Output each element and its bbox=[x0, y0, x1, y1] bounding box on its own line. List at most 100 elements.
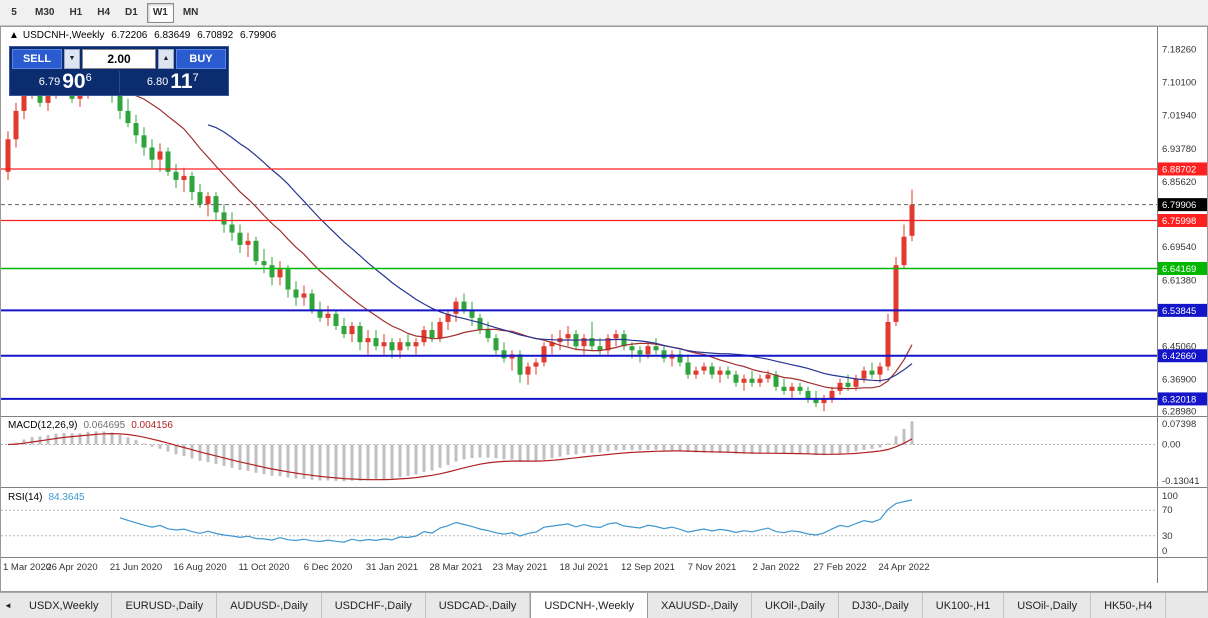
support-resistance-lines[interactable]: 6.88702 6.75998 6.64169 6.53845 6.42660 6.320… bbox=[1, 162, 1207, 406]
svg-text:6.42660: 6.42660 bbox=[1162, 351, 1196, 362]
chart-ohlc-header: ▲ USDCNH-,Weekly 6.72206 6.83649 6.70892 … bbox=[9, 30, 280, 41]
svg-text:21 Jun 2020: 21 Jun 2020 bbox=[110, 562, 162, 573]
svg-text:12 Sep 2021: 12 Sep 2021 bbox=[621, 562, 675, 573]
svg-text:7.18260: 7.18260 bbox=[1162, 45, 1196, 56]
sell-price-display[interactable]: 6.79 90 6 bbox=[12, 71, 120, 93]
svg-text:6.85620: 6.85620 bbox=[1162, 177, 1196, 188]
volume-input[interactable] bbox=[82, 49, 156, 69]
svg-text:30: 30 bbox=[1162, 531, 1173, 542]
svg-text:70: 70 bbox=[1162, 505, 1173, 516]
svg-text:0.00: 0.00 bbox=[1162, 439, 1181, 450]
svg-text:0: 0 bbox=[1162, 546, 1167, 557]
macd-name: MACD(12,26,9) bbox=[8, 420, 78, 431]
svg-text:100: 100 bbox=[1162, 491, 1178, 502]
svg-text:6.32018: 6.32018 bbox=[1162, 394, 1196, 405]
sell-price-prefix: 6.79 bbox=[38, 76, 61, 88]
chart-symbol-label: USDCNH-,Weekly bbox=[22, 30, 105, 41]
high-value: 6.83649 bbox=[154, 30, 191, 41]
svg-text:31 Jan 2021: 31 Jan 2021 bbox=[366, 562, 418, 573]
macd-indicator-label: MACD(12,26,9) 0.064695 0.004156 bbox=[8, 420, 173, 431]
chart-tab-usdcad-daily[interactable]: USDCAD-,Daily bbox=[426, 593, 531, 618]
buy-price-big-digits: 11 bbox=[170, 70, 193, 93]
panel-separators bbox=[1, 27, 1207, 583]
svg-text:7.10100: 7.10100 bbox=[1162, 78, 1196, 89]
volume-increase-button[interactable]: ▲ bbox=[158, 49, 174, 69]
macd-signal-value: 0.004156 bbox=[131, 420, 173, 431]
svg-text:6.69540: 6.69540 bbox=[1162, 242, 1196, 253]
open-value: 6.72206 bbox=[111, 30, 148, 41]
svg-text:28 Mar 2021: 28 Mar 2021 bbox=[429, 562, 482, 573]
chart-tab-dj30-daily[interactable]: DJ30-,Daily bbox=[839, 593, 923, 618]
buy-price-prefix: 6.80 bbox=[146, 76, 169, 88]
timeframe-button-w1[interactable]: W1 bbox=[146, 2, 174, 23]
price-axis[interactable]: 7.18260 7.10100 7.01940 6.93780 6.85620 6.695… bbox=[1162, 45, 1196, 418]
chart-plot-area[interactable]: 6.88702 6.75998 6.64169 6.53845 6.42660 6.320… bbox=[1, 27, 1207, 583]
svg-text:26 Apr 2020: 26 Apr 2020 bbox=[46, 562, 97, 573]
rsi-value: 84.3645 bbox=[48, 492, 85, 503]
rsi-name: RSI(14) bbox=[8, 492, 43, 503]
timeframe-button-mn[interactable]: MN bbox=[182, 6, 199, 18]
svg-text:-0.13041: -0.13041 bbox=[1162, 476, 1200, 487]
svg-text:6.79906: 6.79906 bbox=[1162, 200, 1196, 211]
low-value: 6.70892 bbox=[197, 30, 234, 41]
svg-text:7 Nov 2021: 7 Nov 2021 bbox=[688, 562, 737, 573]
chart-tab-usdcnh-weekly[interactable]: USDCNH-,Weekly bbox=[530, 593, 648, 618]
moving-averages-layer bbox=[103, 88, 913, 390]
svg-text:7.01940: 7.01940 bbox=[1162, 111, 1196, 122]
svg-text:1 Mar 2020: 1 Mar 2020 bbox=[3, 562, 51, 573]
timeframe-button-m30[interactable]: M30 bbox=[35, 6, 55, 18]
rsi-panel[interactable]: 100 70 30 0 bbox=[1, 491, 1178, 557]
buy-price-display[interactable]: 6.80 11 7 bbox=[120, 71, 227, 93]
chart-tab-ukoil-daily[interactable]: UKOil-,Daily bbox=[752, 593, 839, 618]
close-value: 6.79906 bbox=[240, 30, 277, 41]
svg-text:6.28980: 6.28980 bbox=[1162, 407, 1196, 418]
chart-tab-uk100-h1[interactable]: UK100-,H1 bbox=[923, 593, 1005, 618]
svg-text:11 Oct 2020: 11 Oct 2020 bbox=[238, 562, 289, 573]
svg-text:6.75998: 6.75998 bbox=[1162, 216, 1196, 227]
buy-price-pipette: 7 bbox=[192, 72, 199, 84]
sell-price-big-digits: 90 bbox=[62, 70, 86, 93]
svg-text:6.88702: 6.88702 bbox=[1162, 164, 1196, 175]
chart-tab-usdchf-daily[interactable]: USDCHF-,Daily bbox=[322, 593, 426, 618]
sell-price-pipette: 6 bbox=[85, 72, 92, 84]
macd-panel[interactable]: 0.07398 0.00 -0.13041 bbox=[1, 419, 1200, 487]
tabs-container: USDX,Weekly EURUSD-,Daily AUDUSD-,Daily USD… bbox=[16, 593, 1167, 618]
svg-text:24 Apr 2022: 24 Apr 2022 bbox=[878, 562, 929, 573]
svg-text:18 Jul 2021: 18 Jul 2021 bbox=[559, 562, 608, 573]
volume-decrease-button[interactable]: ▼ bbox=[64, 49, 80, 69]
chart-tab-xauusd-daily[interactable]: XAUUSD-,Daily bbox=[648, 593, 753, 618]
svg-text:6.64169: 6.64169 bbox=[1162, 264, 1196, 275]
svg-text:6 Dec 2020: 6 Dec 2020 bbox=[304, 562, 353, 573]
chart-tab-hk50-h4[interactable]: HK50-,H4 bbox=[1091, 593, 1167, 618]
svg-text:2 Jan 2022: 2 Jan 2022 bbox=[752, 562, 799, 573]
svg-text:6.61380: 6.61380 bbox=[1162, 275, 1196, 286]
timeframe-button-h1[interactable]: H1 bbox=[69, 6, 83, 18]
buy-button[interactable]: BUY bbox=[176, 49, 226, 69]
svg-text:23 May 2021: 23 May 2021 bbox=[493, 562, 548, 573]
svg-text:6.36900: 6.36900 bbox=[1162, 375, 1196, 386]
chart-tab-usdx-weekly[interactable]: USDX,Weekly bbox=[16, 593, 113, 618]
sell-button[interactable]: SELL bbox=[12, 49, 62, 69]
svg-text:16 Aug 2020: 16 Aug 2020 bbox=[173, 562, 226, 573]
tab-scroll-left-icon[interactable]: ◄ bbox=[4, 601, 12, 610]
chart-tab-usoil-daily[interactable]: USOil-,Daily bbox=[1004, 593, 1092, 618]
chart-tab-eurusd-daily[interactable]: EURUSD-,Daily bbox=[112, 593, 218, 618]
timeframe-toolbar: 5 M30 H1 H4 D1 W1 MN bbox=[0, 0, 1208, 26]
chart-tabs-bar: ◄ USDX,Weekly EURUSD-,Daily AUDUSD-,Daily U… bbox=[0, 592, 1208, 618]
svg-text:6.93780: 6.93780 bbox=[1162, 144, 1196, 155]
rsi-indicator-label: RSI(14) 84.3645 bbox=[8, 492, 85, 503]
macd-main-value: 0.064695 bbox=[83, 420, 126, 431]
chart-window: 6.88702 6.75998 6.64169 6.53845 6.42660 6.320… bbox=[0, 26, 1208, 592]
chevron-up-icon: ▲ bbox=[162, 55, 170, 62]
svg-text:6.45060: 6.45060 bbox=[1162, 342, 1196, 353]
chart-symbol-icon: ▲ bbox=[9, 30, 19, 41]
timeframe-button-h4[interactable]: H4 bbox=[97, 6, 111, 18]
timeframe-button-d1[interactable]: D1 bbox=[125, 6, 138, 18]
timeframe-button-5[interactable]: 5 bbox=[11, 6, 17, 18]
candles-layer bbox=[5, 54, 915, 412]
chart-tab-audusd-daily[interactable]: AUDUSD-,Daily bbox=[217, 593, 322, 618]
svg-text:0.07398: 0.07398 bbox=[1162, 419, 1196, 430]
chevron-down-icon: ▼ bbox=[68, 55, 76, 62]
